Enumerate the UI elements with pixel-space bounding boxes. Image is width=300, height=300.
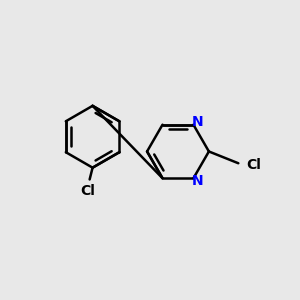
Text: N: N: [191, 174, 203, 188]
Text: Cl: Cl: [247, 158, 262, 172]
Text: N: N: [191, 115, 203, 129]
Text: Cl: Cl: [81, 184, 96, 198]
